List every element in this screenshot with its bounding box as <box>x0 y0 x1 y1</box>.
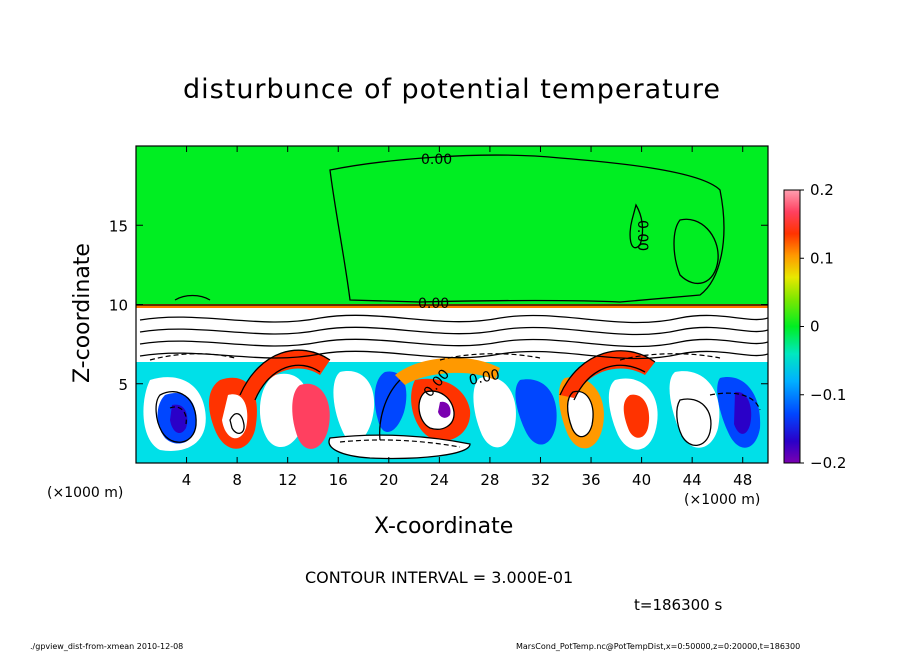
colorbar <box>783 189 801 464</box>
y-tick-label: 5 <box>118 376 128 394</box>
colorbar-tick-label: −0.2 <box>810 454 846 472</box>
time-label: t=186300 s <box>634 596 723 614</box>
y-tick-label: 10 <box>109 297 128 315</box>
x-axis: 4 8 12 16 20 24 28 32 36 40 44 48 <box>182 146 752 489</box>
x-unit-label-right: (×1000 m) <box>684 492 761 508</box>
contour-label: 0.00 <box>634 220 650 251</box>
x-tick-label: 8 <box>232 471 242 489</box>
x-tick-label: 12 <box>278 471 297 489</box>
x-tick-label: 48 <box>733 471 752 489</box>
colorbar-ticks: 0.2 0.1 0 −0.1 −0.2 <box>800 181 846 472</box>
chart-title: disturbunce of potential temperature <box>183 74 721 105</box>
x-tick-label: 24 <box>430 471 449 489</box>
x-tick-label: 16 <box>329 471 348 489</box>
colorbar-tick-label: 0.1 <box>810 249 834 267</box>
contour-label: 0.00 <box>418 296 449 312</box>
colorbar-tick-label: 0 <box>810 318 820 336</box>
x-tick-label: 28 <box>480 471 499 489</box>
contour-interval-text: CONTOUR INTERVAL = 3.000E-01 <box>305 568 574 587</box>
contour-label: 0.00 <box>421 152 452 168</box>
x-unit-label-left: (×1000 m) <box>47 485 124 501</box>
x-tick-label: 44 <box>683 471 702 489</box>
footer-left: ./gpview_dist-from-xmean 2010-12-08 <box>30 642 184 651</box>
x-axis-label: X-coordinate <box>374 514 514 539</box>
y-axis-label: Z-coordinate <box>70 243 95 383</box>
contour-lines <box>136 154 768 460</box>
layer-top-band <box>136 304 768 308</box>
footer-right: MarsCond_PotTemp.nc@PotTempDist,x=0:5000… <box>516 642 801 651</box>
x-tick-label: 20 <box>379 471 398 489</box>
x-tick-label: 4 <box>182 471 192 489</box>
x-tick-label: 32 <box>531 471 550 489</box>
contour-label: 0.00 <box>468 367 502 389</box>
y-axis: 5 10 15 <box>109 217 768 394</box>
colorbar-tick-label: 0.2 <box>810 181 834 199</box>
negative-contours <box>149 353 761 448</box>
y-tick-label: 15 <box>109 217 128 235</box>
x-tick-label: 40 <box>632 471 651 489</box>
x-tick-label: 36 <box>581 471 600 489</box>
colorbar-tick-label: −0.1 <box>810 386 846 404</box>
